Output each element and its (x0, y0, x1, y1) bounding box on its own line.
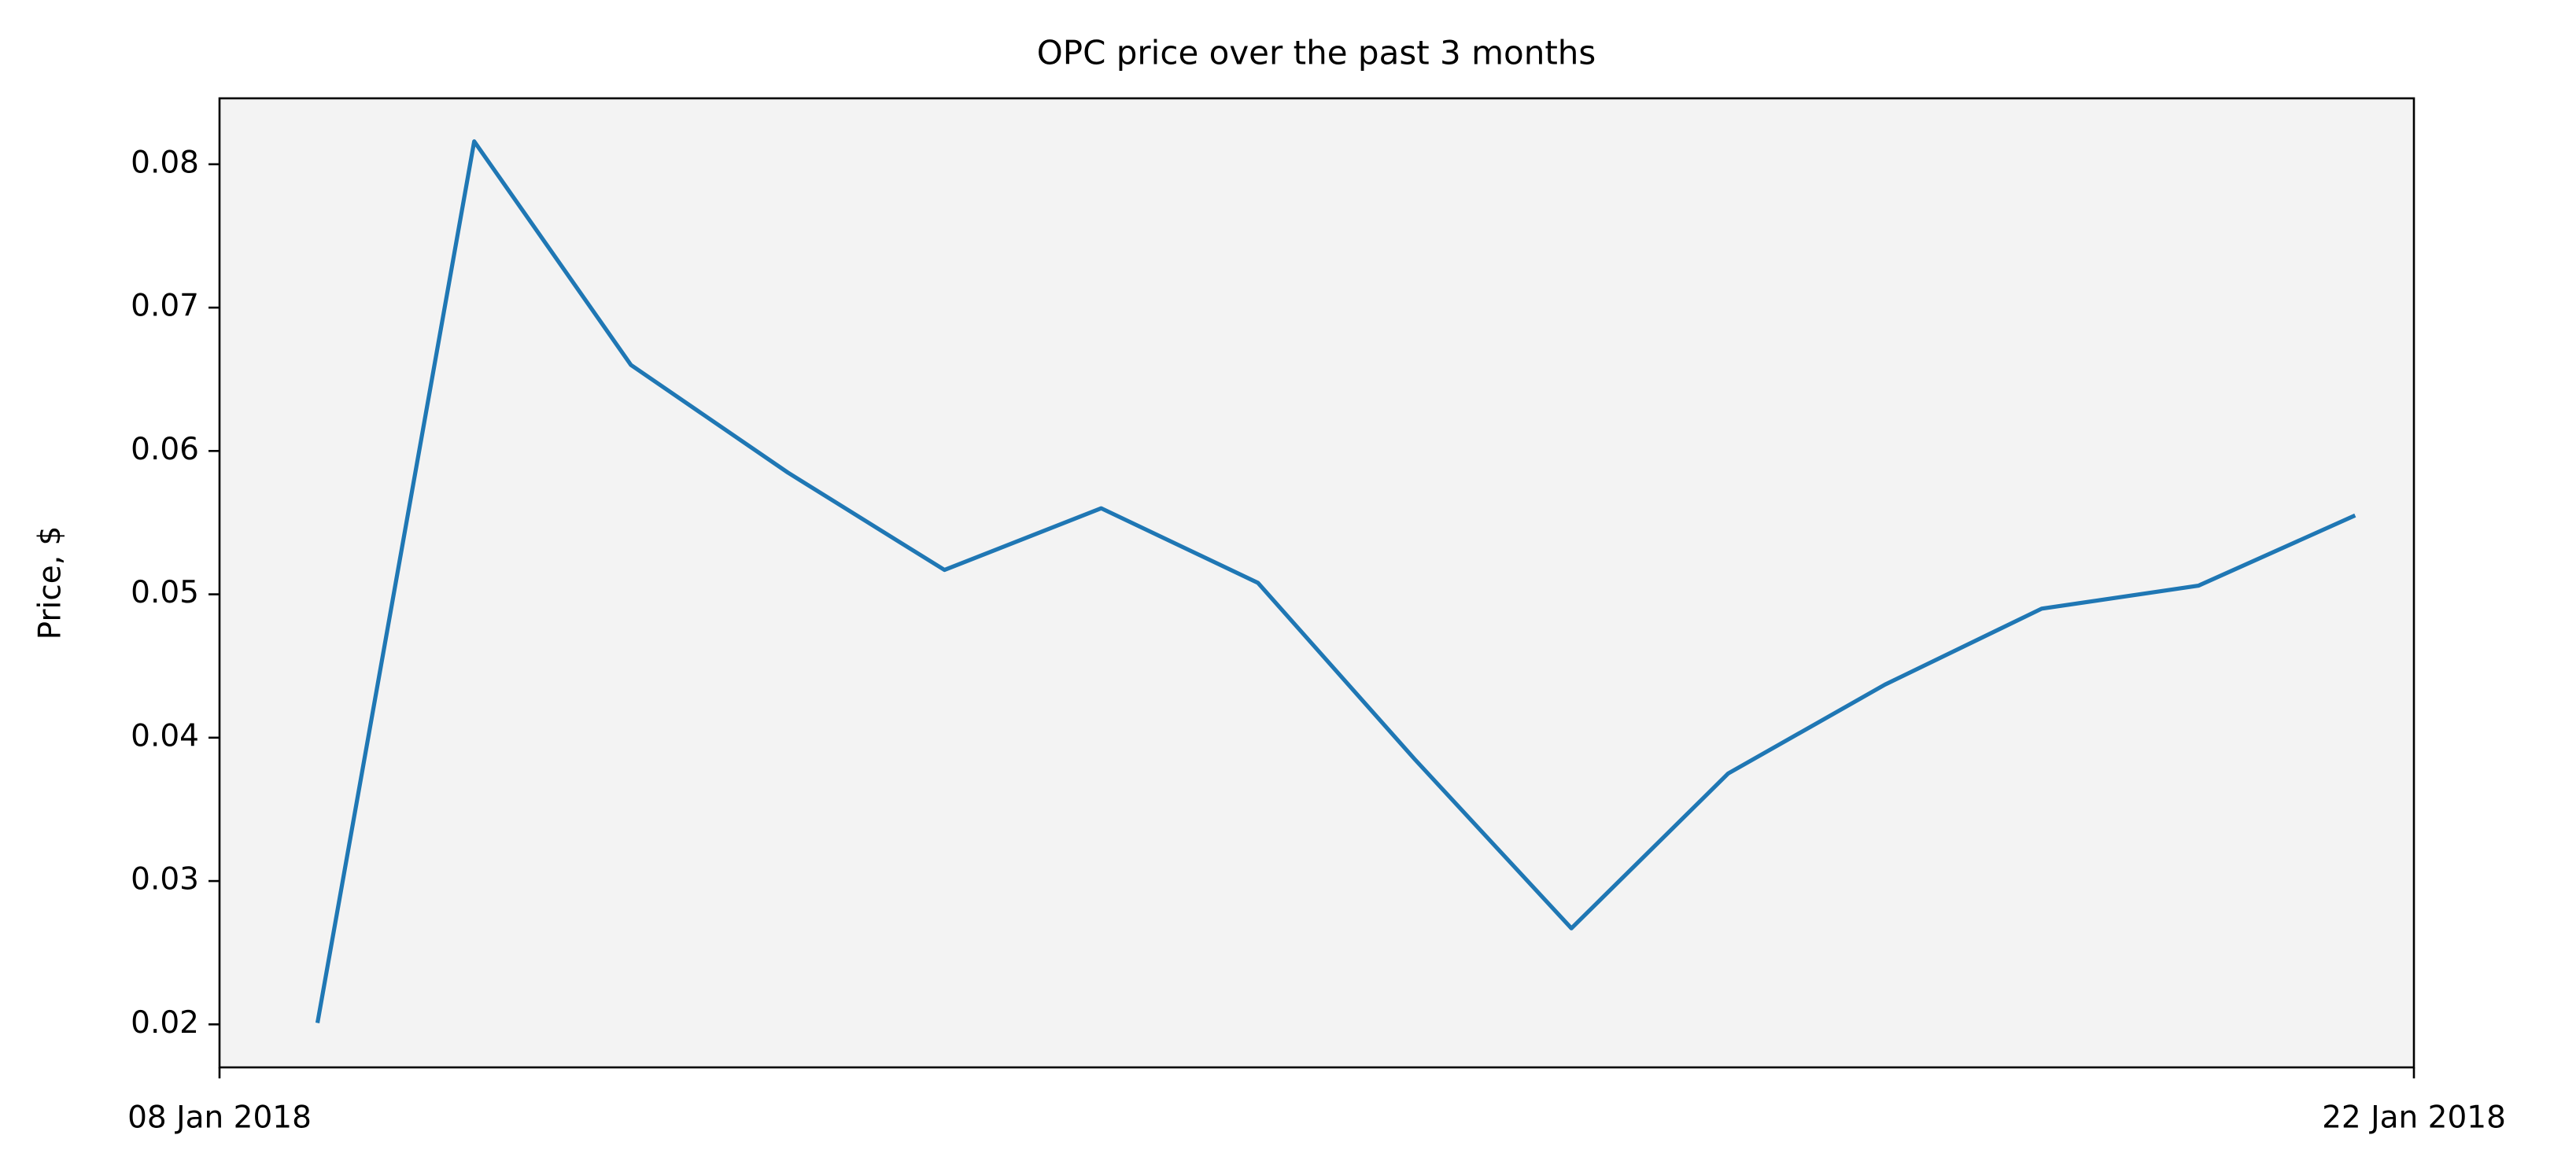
series-line (315, 139, 2356, 1023)
x-tick-label: 22 Jan 2018 (2322, 1100, 2506, 1136)
plot-area-background (220, 98, 2414, 1067)
y-axis-ticks: 0.02 0.03 0.04 0.05 0.06 0.07 0.08 (131, 145, 220, 1041)
x-tick-label: 08 Jan 2018 (127, 1100, 312, 1136)
y-tick-label: 0.04 (131, 718, 199, 754)
y-tick-label: 0.07 (131, 289, 199, 324)
y-tick-label: 0.08 (131, 145, 199, 180)
y-tick-label: 0.05 (131, 575, 199, 610)
y-tick-label: 0.06 (131, 432, 199, 467)
series-group (315, 139, 2356, 1023)
plot-area-frame (218, 97, 2415, 1069)
chart-title: OPC price over the past 3 months (1037, 34, 1596, 72)
y-axis-label: Price, $ (33, 526, 68, 640)
y-tick-label: 0.03 (131, 862, 199, 897)
y-tick-label: 0.02 (131, 1005, 199, 1041)
x-axis-ticks: 08 Jan 2018 22 Jan 2018 (127, 1067, 2506, 1136)
